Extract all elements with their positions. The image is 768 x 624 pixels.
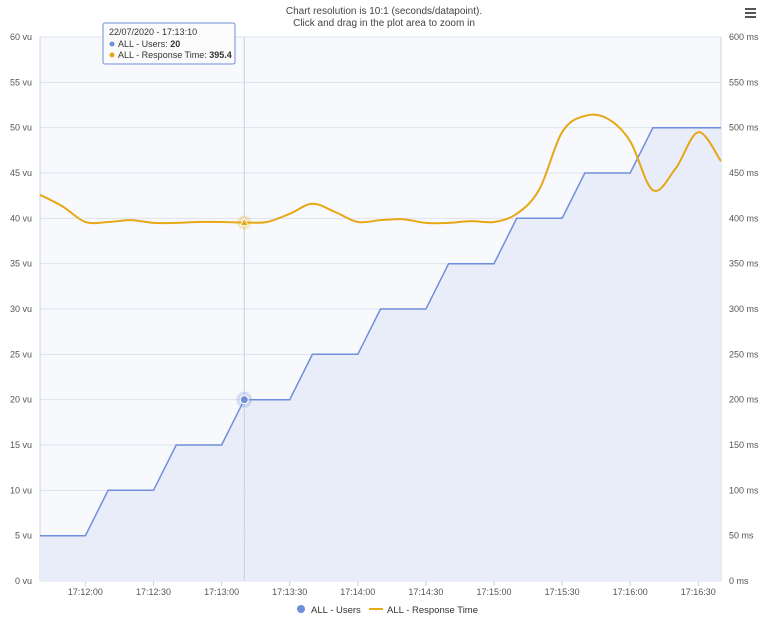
users-hover-point[interactable] xyxy=(239,395,249,405)
y-left-tick-label: 35 vu xyxy=(10,259,32,269)
y-right-tick-label: 100 ms xyxy=(729,485,759,495)
y-left-tick-label: 40 vu xyxy=(10,213,32,223)
y-right-tick-label: 200 ms xyxy=(729,395,759,405)
y-axis-left: 0 vu 5 vu 10 vu 15 vu 20 vu 25 vu 30 vu 35 vu 40… xyxy=(10,32,32,586)
y-right-tick-label: 0 ms xyxy=(729,576,749,586)
legend-item-users[interactable]: ALL - Users xyxy=(297,605,361,616)
y-left-tick-label: 50 vu xyxy=(10,123,32,133)
x-tick-label: 17:14:30 xyxy=(408,587,443,597)
y-right-tick-label: 50 ms xyxy=(729,531,754,541)
legend-item-response-time[interactable]: ALL - Response Time xyxy=(369,605,478,616)
y-right-tick-label: 500 ms xyxy=(729,123,759,133)
y-right-tick-label: 300 ms xyxy=(729,304,759,314)
x-tick-label: 17:16:30 xyxy=(681,587,716,597)
y-left-tick-label: 5 vu xyxy=(15,531,32,541)
y-left-tick-label: 0 vu xyxy=(15,576,32,586)
tooltip-rt-row: ALL - Response Time: 395.4 xyxy=(118,50,232,60)
x-tick-label: 17:15:00 xyxy=(476,587,511,597)
tooltip-users-value: 20 xyxy=(170,39,180,49)
y-right-tick-label: 150 ms xyxy=(729,440,759,450)
y-left-tick-label: 30 vu xyxy=(10,304,32,314)
y-right-tick-label: 250 ms xyxy=(729,349,759,359)
y-left-tick-label: 20 vu xyxy=(10,395,32,405)
x-tick-label: 17:14:00 xyxy=(340,587,375,597)
y-left-tick-label: 10 vu xyxy=(10,485,32,495)
tooltip-rt-value: 395.4 xyxy=(209,50,232,60)
y-axis-right: 0 ms 50 ms 100 ms 150 ms 200 ms 250 ms 300 ms 3… xyxy=(729,32,759,586)
y-left-tick-label: 55 vu xyxy=(10,77,32,87)
x-tick-label: 17:13:30 xyxy=(272,587,307,597)
legend-rt-label: ALL - Response Time xyxy=(387,605,478,616)
x-tick-label: 17:16:00 xyxy=(613,587,648,597)
response-time-series-line[interactable] xyxy=(39,113,722,225)
hamburger-menu-icon[interactable] xyxy=(744,7,758,19)
tooltip-users-label: ALL - Users: xyxy=(118,39,170,49)
users-series-line[interactable] xyxy=(40,126,721,537)
y-right-tick-label: 600 ms xyxy=(729,32,759,42)
tooltip-users-dot xyxy=(109,41,115,47)
y-right-tick-label: 550 ms xyxy=(729,77,759,87)
legend-users-marker xyxy=(297,605,305,613)
tooltip-users-row: ALL - Users: 20 xyxy=(118,39,180,49)
tooltip-date: 22/07/2020 - 17:13:10 xyxy=(109,27,197,37)
y-right-tick-label: 350 ms xyxy=(729,259,759,269)
x-tick-label: 17:12:00 xyxy=(68,587,103,597)
tooltip: 22/07/2020 - 17:13:10 ALL - Users: 20 AL… xyxy=(102,22,236,65)
x-tick-label: 17:12:30 xyxy=(136,587,171,597)
users-series-area xyxy=(40,127,721,581)
y-right-tick-label: 400 ms xyxy=(729,213,759,223)
y-left-tick-label: 45 vu xyxy=(10,168,32,178)
tooltip-rt-dot xyxy=(109,52,115,58)
rt-hover-point[interactable] xyxy=(239,217,249,226)
y-right-tick-label: 450 ms xyxy=(729,168,759,178)
tooltip-rt-label: ALL - Response Time: xyxy=(118,50,209,60)
y-left-tick-label: 60 vu xyxy=(10,32,32,42)
x-tick-label: 17:13:00 xyxy=(204,587,239,597)
legend-users-label: ALL - Users xyxy=(311,605,361,616)
chart-caption-line1: Chart resolution is 10:1 (seconds/datapo… xyxy=(286,6,482,17)
x-tick-label: 17:15:30 xyxy=(545,587,580,597)
y-left-tick-label: 25 vu xyxy=(10,349,32,359)
y-left-tick-label: 15 vu xyxy=(10,440,32,450)
chart-caption-line2: Click and drag in the plot area to zoom … xyxy=(293,18,475,29)
x-axis: 17:12:00 17:12:30 17:13:00 17:13:30 17:14:00… xyxy=(68,581,716,597)
legend: ALL - Users ALL - Response Time xyxy=(297,605,478,616)
